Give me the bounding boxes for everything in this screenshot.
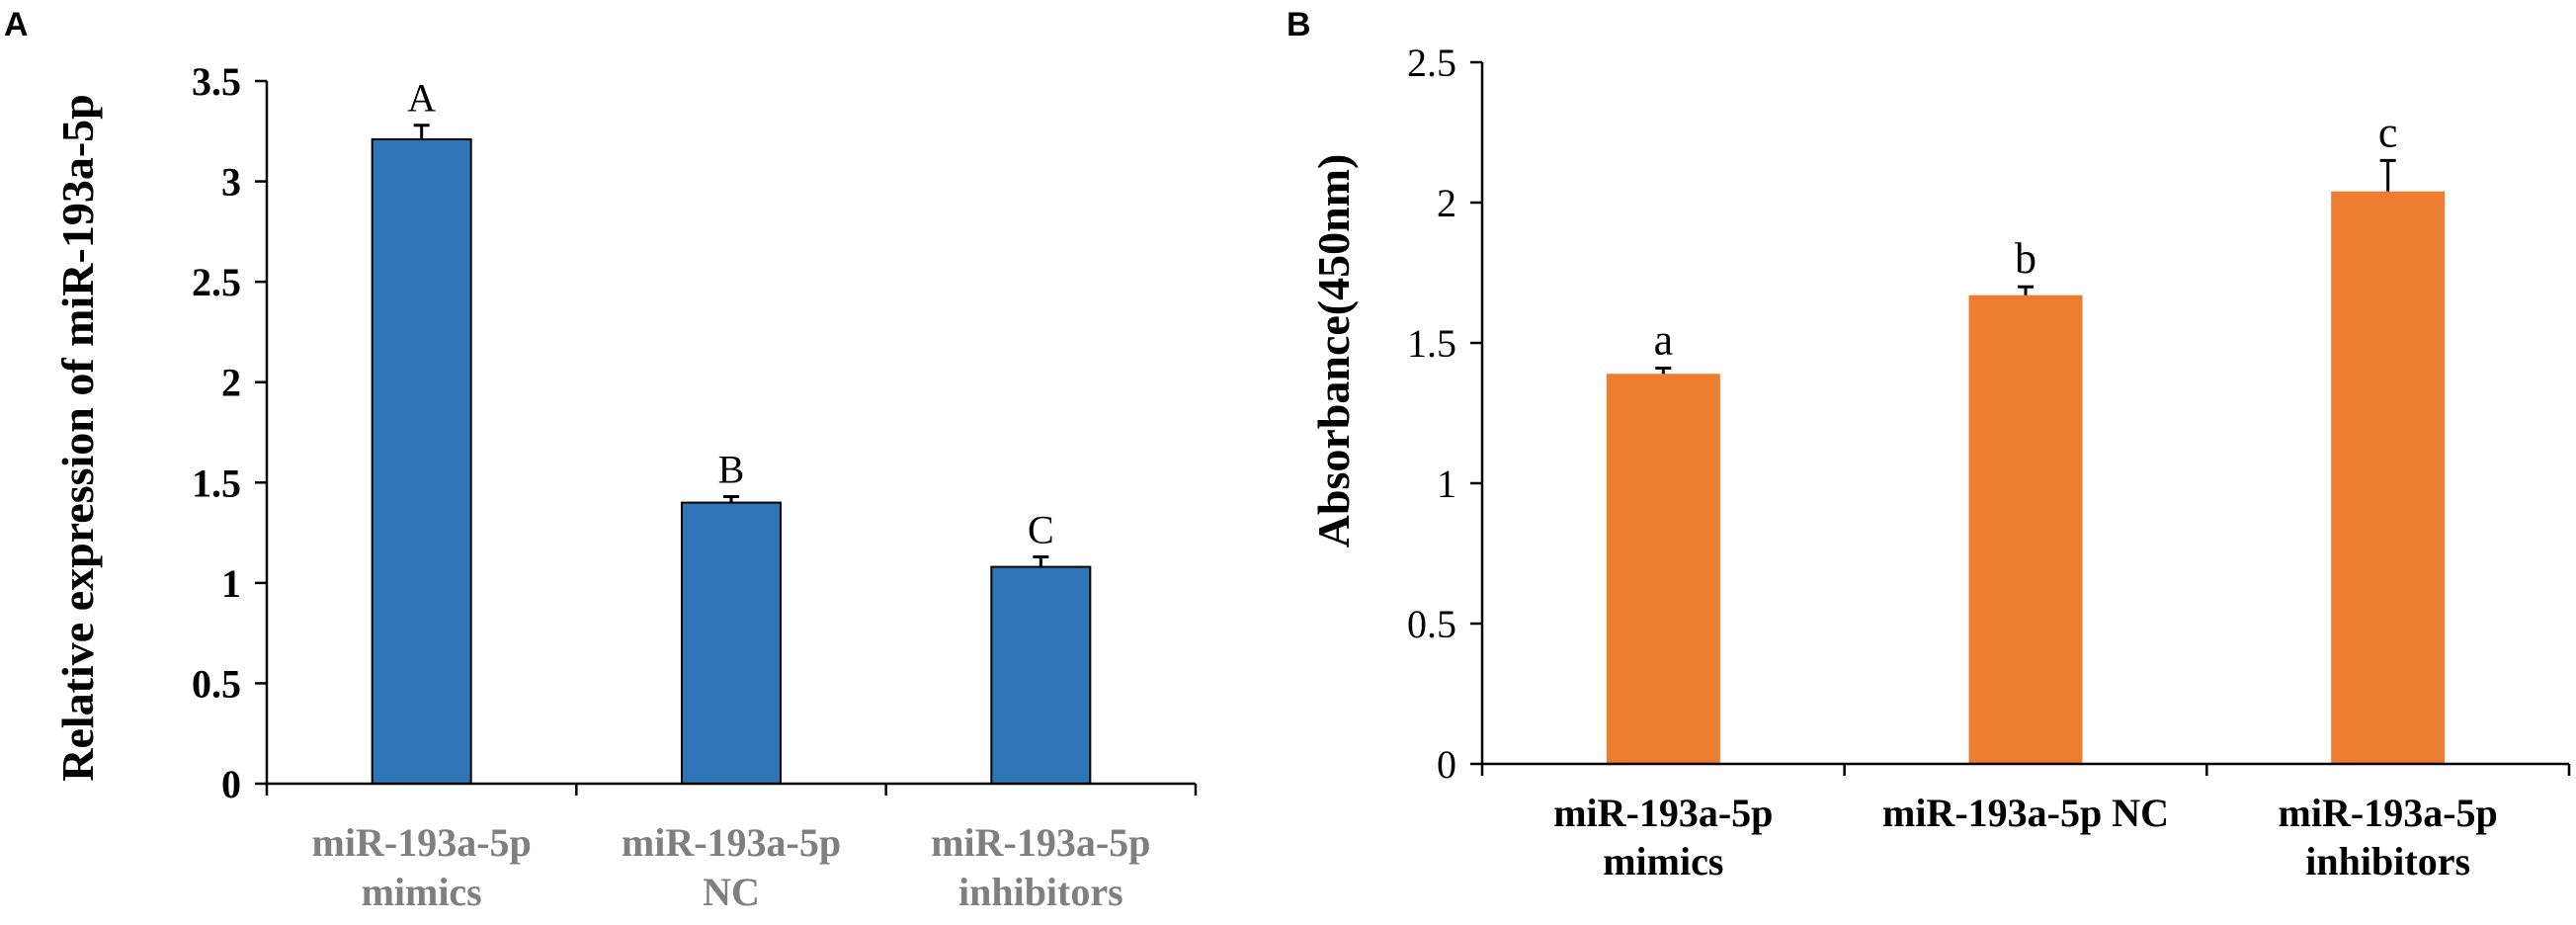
category-label: inhibitors xyxy=(2305,839,2470,883)
bars-a: A B C xyxy=(371,76,1092,785)
bar xyxy=(1968,294,2083,764)
category-label: NC xyxy=(703,870,760,914)
panel-label-b: B xyxy=(1287,6,1311,43)
y-tick-label: 1 xyxy=(1437,462,1456,506)
y-tick-label: 2 xyxy=(221,361,241,405)
category-label: miR-193a-5p xyxy=(1553,791,1773,835)
significance-letter: B xyxy=(718,448,745,492)
panel-label-a: A xyxy=(4,6,29,43)
category-label: miR-193a-5p NC xyxy=(1882,791,2169,835)
significance-letter: C xyxy=(1028,507,1054,551)
y-tick-label: 0.5 xyxy=(1407,602,1456,646)
chart-panel-a: A Relative expression of miR-193a-5p 0 0.… xyxy=(4,6,1198,914)
y-tick-label: 0 xyxy=(1437,742,1456,787)
bar xyxy=(681,501,782,785)
y-axis-label-b: Absorbance(450nm) xyxy=(1308,154,1359,548)
y-tick-label: 0.5 xyxy=(192,661,241,706)
y-tick-label: 1.5 xyxy=(192,461,241,505)
category-label: miR-193a-5p xyxy=(2279,791,2498,835)
y-tick-label: 2.5 xyxy=(192,260,241,304)
category-labels-a: miR-193a-5p mimics miR-193a-5p NC miR-193a-5… xyxy=(312,820,1151,914)
significance-letter: b xyxy=(2015,234,2036,283)
bar xyxy=(1606,374,1720,764)
category-label: mimics xyxy=(362,870,482,914)
significance-letter: A xyxy=(407,76,436,121)
category-label: miR-193a-5p xyxy=(931,820,1150,865)
category-label: miR-193a-5p xyxy=(312,820,532,865)
bars-b: a b c xyxy=(1606,108,2446,764)
y-tick-label: 1 xyxy=(221,561,241,606)
y-ticks-a: 0 0.5 1 1.5 2 2.5 3 3.5 xyxy=(192,59,267,806)
axes-a xyxy=(265,81,1198,796)
category-label: miR-193a-5p xyxy=(622,820,841,865)
category-label: mimics xyxy=(1603,839,1723,883)
y-tick-label: 2.5 xyxy=(1407,41,1456,85)
y-axis-label-a: Relative expression of miR-193a-5p xyxy=(52,94,103,781)
axes-b xyxy=(1480,62,2571,776)
y-tick-label: 0 xyxy=(221,762,241,806)
bar xyxy=(371,137,472,785)
y-ticks-b: 0 0.5 1 1.5 2 2.5 xyxy=(1407,41,1482,787)
bar xyxy=(2331,191,2446,764)
y-tick-label: 2 xyxy=(1437,181,1456,225)
y-tick-label: 3.5 xyxy=(192,59,241,104)
chart-panel-b: B Absorbance(450nm) 0 0.5 1 1.5 2 2.5 a b c miR… xyxy=(1287,6,2571,883)
y-tick-label: 1.5 xyxy=(1407,321,1456,366)
significance-letter: a xyxy=(1654,316,1674,365)
bar xyxy=(990,565,1092,785)
significance-letter: c xyxy=(2378,108,2398,156)
y-tick-label: 3 xyxy=(221,160,241,205)
category-label: inhibitors xyxy=(958,870,1123,914)
